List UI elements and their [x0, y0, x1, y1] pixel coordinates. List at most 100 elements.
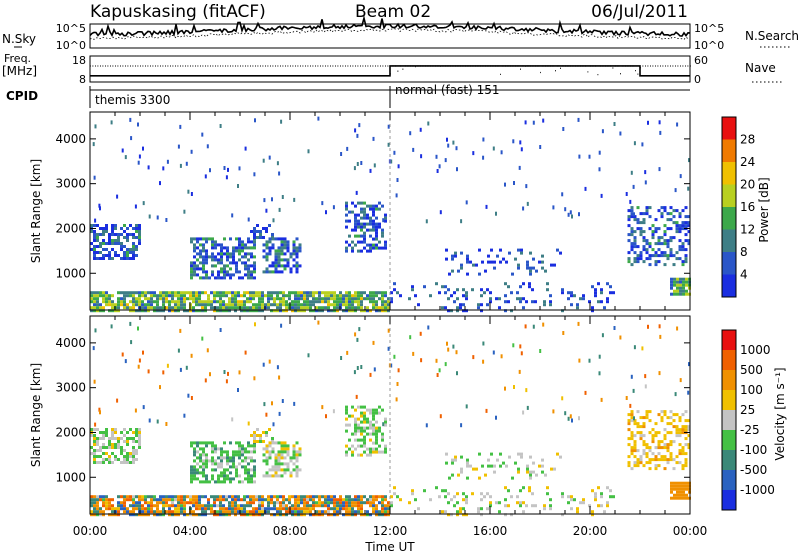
- echo-cell: [670, 280, 673, 284]
- echo-cell: [333, 495, 336, 499]
- echo-cell: [111, 300, 114, 304]
- echo-cell: [630, 446, 634, 450]
- echo-cell: [657, 239, 661, 243]
- echo-cell: [420, 154, 423, 159]
- echo-cell: [93, 251, 96, 254]
- echo-cell: [241, 246, 244, 250]
- echo-cell: [102, 504, 105, 508]
- echo-cell: [345, 507, 348, 511]
- echo-cell: [639, 221, 643, 225]
- echo-cell: [456, 288, 459, 292]
- echo-cell: [144, 510, 147, 514]
- echo-cell: [639, 230, 643, 234]
- echo-cell: [138, 309, 141, 313]
- echo-cell: [419, 127, 422, 132]
- echo-cell: [261, 513, 264, 517]
- echo-cell: [289, 255, 293, 259]
- echo-cell: [280, 270, 284, 274]
- echo-cell: [190, 273, 193, 277]
- echo-cell: [300, 507, 303, 511]
- echo-cell: [372, 300, 375, 304]
- echo-cell: [687, 434, 691, 438]
- echo-cell: [339, 300, 342, 304]
- echo-cell: [472, 151, 475, 156]
- echo-cell: [381, 498, 384, 502]
- echo-cell: [283, 441, 287, 445]
- echo-cell: [96, 501, 99, 505]
- echo-cell: [357, 426, 360, 430]
- echo-cell: [228, 495, 231, 499]
- echo-cell: [670, 481, 673, 485]
- echo-cell: [229, 471, 232, 475]
- echo-cell: [201, 507, 204, 511]
- echo-cell: [378, 501, 381, 505]
- echo-cell: [204, 291, 207, 295]
- echo-cell: [666, 218, 670, 222]
- echo-cell: [588, 154, 591, 159]
- echo-cell: [315, 291, 318, 295]
- echo-cell: [279, 507, 282, 511]
- echo-cell: [291, 306, 294, 310]
- echo-cell: [372, 432, 375, 436]
- echo-cell: [526, 405, 529, 410]
- echo-cell: [315, 510, 318, 514]
- echo-cell: [384, 423, 387, 427]
- echo-cell: [543, 504, 546, 508]
- echo-cell: [231, 501, 234, 505]
- echo-cell: [96, 428, 99, 431]
- echo-cell: [150, 495, 153, 499]
- echo-cell: [228, 309, 231, 313]
- echo-cell: [651, 437, 655, 441]
- echo-cell: [117, 504, 120, 508]
- echo-cell: [177, 306, 180, 310]
- echo-cell: [542, 118, 545, 123]
- echo-cell: [642, 425, 646, 429]
- echo-cell: [285, 306, 288, 310]
- echo-cell: [195, 291, 198, 295]
- echo-cell: [357, 240, 360, 244]
- echo-cell: [211, 474, 214, 478]
- echo-cell: [450, 498, 453, 502]
- echo-cell: [339, 294, 342, 298]
- echo-cell: [606, 501, 609, 505]
- echo-cell: [138, 507, 141, 511]
- echo-cell: [256, 224, 259, 227]
- echo-cell: [676, 292, 679, 296]
- echo-cell: [249, 294, 252, 298]
- echo-cell: [363, 309, 366, 313]
- echo-cell: [253, 434, 256, 437]
- echo-cell: [619, 131, 622, 136]
- echo-cell: [454, 251, 457, 255]
- echo-cell: [303, 297, 306, 301]
- echo-cell: [237, 495, 240, 499]
- echo-cell: [199, 261, 202, 265]
- echo-cell: [526, 260, 529, 264]
- echo-cell: [445, 248, 448, 252]
- echo-cell: [262, 362, 265, 367]
- echo-cell: [105, 230, 108, 233]
- echo-cell: [357, 222, 360, 226]
- echo-cell: [489, 297, 492, 301]
- echo-cell: [201, 495, 204, 499]
- echo-cell: [670, 496, 673, 500]
- echo-cell: [177, 348, 180, 353]
- echo-cell: [636, 206, 640, 210]
- echo-cell: [271, 246, 275, 250]
- freq-right-tick-bottom: 0: [694, 73, 701, 86]
- echo-cell: [193, 474, 196, 478]
- echo-cell: [90, 297, 93, 301]
- echo-cell: [297, 303, 300, 307]
- echo-cell: [253, 450, 256, 454]
- echo-cell: [273, 300, 276, 304]
- echo-cell: [363, 426, 366, 430]
- echo-cell: [318, 510, 321, 514]
- echo-cell: [317, 116, 320, 121]
- echo-cell: [276, 510, 279, 514]
- echo-cell: [196, 246, 199, 250]
- echo-cell: [144, 498, 147, 502]
- echo-cell: [93, 236, 96, 239]
- echo-cell: [247, 273, 250, 277]
- echo-cell: [627, 461, 631, 465]
- echo-cell: [120, 461, 123, 464]
- echo-cell: [247, 474, 250, 478]
